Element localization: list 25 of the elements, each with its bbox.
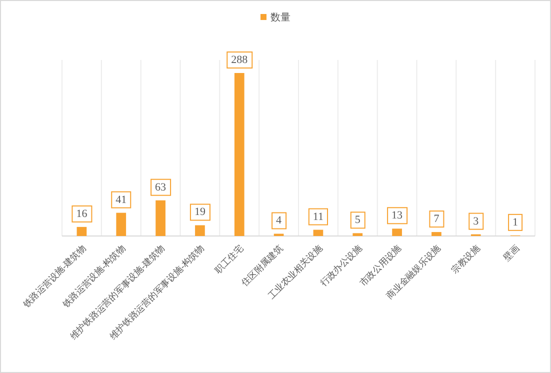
bar [313, 230, 324, 236]
data-label: 5 [354, 214, 361, 226]
data-label: 16 [76, 208, 88, 220]
legend-label: 数量 [270, 12, 290, 24]
x-tick-label: 宗教设施 [449, 242, 482, 276]
bar [195, 225, 205, 236]
data-label: 19 [194, 206, 206, 218]
data-label: 11 [312, 210, 324, 223]
data-label: 13 [392, 210, 404, 222]
data-label: 4 [276, 214, 282, 227]
bar [156, 200, 166, 236]
x-tick-label: 壁画 [501, 242, 522, 263]
data-label: 7 [434, 213, 440, 226]
bar [76, 226, 87, 236]
bar [392, 228, 402, 236]
data-label: 41 [116, 194, 127, 206]
data-label: 63 [155, 181, 167, 194]
bar [432, 232, 442, 236]
bar [352, 233, 363, 236]
data-label: 1 [512, 216, 518, 228]
data-label: 3 [473, 215, 480, 228]
bar [234, 73, 244, 236]
x-tick-label: 职工住宅 [212, 242, 246, 276]
bar [116, 212, 126, 236]
data-label: 288 [231, 54, 248, 66]
